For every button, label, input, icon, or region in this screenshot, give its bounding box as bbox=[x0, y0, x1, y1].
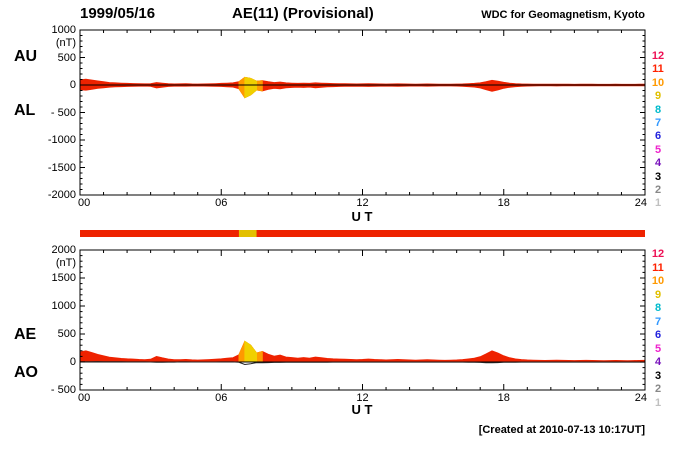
ao-label: AO bbox=[14, 364, 38, 381]
station-count-label: 4 bbox=[654, 356, 662, 368]
x-tick-label: 06 bbox=[215, 197, 228, 209]
station-count-label: 1 bbox=[654, 197, 662, 210]
station-count-label: 12 bbox=[651, 50, 665, 62]
plot-border bbox=[79, 249, 646, 391]
top-ut-label: U T bbox=[351, 209, 373, 224]
page-title: AE(11) (Provisional) bbox=[232, 5, 374, 22]
y-tick-label: 0 bbox=[69, 356, 76, 368]
y-tick-label: 2000 bbox=[51, 244, 76, 256]
station-count-label: 2 bbox=[654, 383, 662, 395]
y-tick-label: 1000 bbox=[51, 300, 76, 312]
station-count-label: 4 bbox=[654, 157, 662, 170]
x-tick-label: 24 bbox=[634, 392, 647, 404]
highlight-area bbox=[244, 76, 257, 86]
x-tick-label: 18 bbox=[497, 392, 510, 404]
x-tick-label: 00 bbox=[78, 392, 91, 404]
y-tick-label: 1500 bbox=[51, 272, 76, 284]
station-count-label: 10 bbox=[651, 275, 665, 287]
station-count-label: 6 bbox=[654, 130, 662, 143]
x-tick-label: 06 bbox=[215, 392, 228, 404]
ae-label: AE bbox=[14, 326, 37, 343]
x-tick-label: 00 bbox=[78, 197, 91, 209]
al-area bbox=[79, 84, 646, 99]
y-tick-label: -2000 bbox=[47, 189, 76, 201]
y-tick-label: -1500 bbox=[47, 161, 76, 174]
station-count-label: 11 bbox=[652, 261, 664, 274]
station-count-label: 2 bbox=[654, 184, 662, 196]
station-status-segment bbox=[238, 230, 257, 237]
y-tick-label: -1000 bbox=[47, 134, 76, 146]
au-label: AU bbox=[14, 48, 38, 65]
x-tick-label: 24 bbox=[634, 197, 647, 209]
plot-border bbox=[79, 29, 646, 196]
y-tick-label: - 500 bbox=[50, 106, 76, 119]
station-count-label: 12 bbox=[651, 248, 665, 260]
station-count-label: 3 bbox=[654, 369, 662, 382]
y-tick-label: 0 bbox=[69, 79, 76, 91]
al-label: AL bbox=[14, 102, 36, 119]
ao-line bbox=[80, 361, 645, 366]
y-tick-label: - 500 bbox=[50, 384, 76, 396]
station-count-label: 7 bbox=[654, 117, 662, 129]
highlight-area bbox=[244, 84, 257, 99]
x-tick-label: 18 bbox=[497, 197, 510, 209]
created-label: [Created at 2010-07-13 10:17UT] bbox=[478, 424, 645, 436]
station-count-label: 6 bbox=[654, 329, 662, 341]
station-count-label: 9 bbox=[654, 288, 662, 301]
bottom-unit-label: (nT) bbox=[55, 257, 76, 269]
date-label: 1999/05/16 bbox=[80, 5, 156, 22]
station-count-label: 5 bbox=[654, 143, 662, 156]
station-count-label: 7 bbox=[654, 315, 662, 328]
y-tick-label: 500 bbox=[57, 51, 76, 64]
source-label: WDC for Geomagnetism, Kyoto bbox=[481, 9, 645, 21]
station-count-label: 1 bbox=[654, 396, 662, 409]
station-count-label: 3 bbox=[654, 170, 662, 183]
station-count-label: 9 bbox=[654, 90, 662, 103]
bottom-ut-label: U T bbox=[351, 402, 373, 417]
y-tick-label: 1000 bbox=[51, 24, 76, 36]
y-tick-label: 500 bbox=[57, 328, 76, 340]
station-status-bar bbox=[80, 230, 645, 237]
x-tick-label: 12 bbox=[356, 392, 369, 404]
x-tick-label: 12 bbox=[356, 197, 369, 209]
ae-area bbox=[79, 340, 646, 363]
station-count-label: 11 bbox=[652, 63, 664, 76]
top-unit-label: (nT) bbox=[55, 37, 76, 49]
station-count-label: 10 bbox=[651, 76, 665, 89]
highlight-area bbox=[244, 340, 257, 363]
station-count-label: 8 bbox=[654, 302, 662, 314]
au-area bbox=[79, 76, 646, 86]
station-count-label: 5 bbox=[654, 342, 662, 355]
station-count-label: 8 bbox=[654, 103, 662, 116]
